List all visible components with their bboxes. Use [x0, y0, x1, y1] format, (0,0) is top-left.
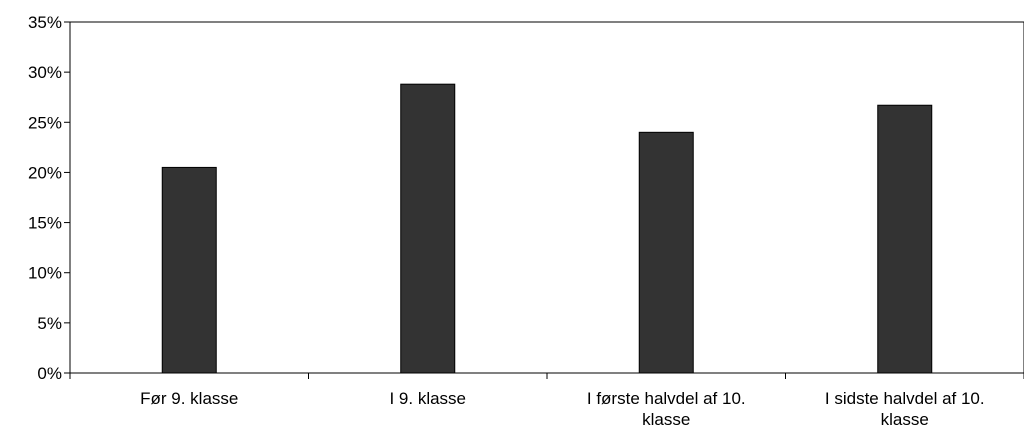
- bar-series: [161, 83, 933, 374]
- y-tick-label: 25%: [28, 113, 62, 132]
- x-category-label: I sidste halvdel af 10.: [825, 389, 985, 408]
- x-category-label: Før 9. klasse: [140, 389, 238, 408]
- y-tick-label: 0%: [37, 364, 62, 383]
- x-axis: [69, 373, 1024, 379]
- category-labels: Før 9. klasse I 9. klasse I første halvdel…: [140, 389, 984, 429]
- bar: [400, 83, 456, 374]
- x-category-label: I første halvdel af 10.: [587, 389, 746, 408]
- x-category-label: klasse: [642, 410, 690, 429]
- bar: [877, 104, 933, 374]
- bar: [638, 131, 694, 374]
- y-tick-label: 30%: [28, 63, 62, 82]
- y-tick-label: 10%: [28, 264, 62, 283]
- y-tick-label: 20%: [28, 163, 62, 182]
- plot-area: [69, 21, 1024, 374]
- y-tick-label: 35%: [28, 13, 62, 32]
- x-category-label: klasse: [881, 410, 929, 429]
- bar: [161, 166, 217, 374]
- y-axis: 0% 5% 10% 15% 20% 25% 30% 35%: [28, 13, 70, 383]
- y-tick-label: 15%: [28, 214, 62, 233]
- y-tick-label: 5%: [37, 314, 62, 333]
- x-category-label: I 9. klasse: [389, 389, 466, 408]
